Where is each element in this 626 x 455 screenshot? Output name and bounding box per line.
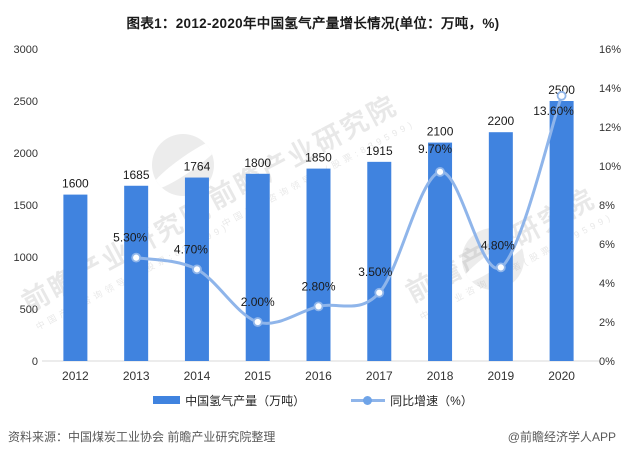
y-axis-tick-left: 1000: [14, 252, 38, 264]
y-axis-tick-right: 6%: [599, 239, 615, 251]
y-axis-tick-left: 2000: [14, 148, 38, 160]
bar-2017: [367, 161, 392, 361]
growth-value-label: 9.70%: [418, 142, 452, 156]
y-axis-tick-right: 12%: [599, 122, 621, 134]
y-axis-tick-right: 16%: [599, 44, 621, 56]
y-axis-tick-right: 0%: [599, 356, 615, 368]
bar-value-label: 1600: [62, 177, 89, 191]
bar-value-label: 1800: [244, 156, 271, 170]
credit-text: @前瞻经济学人APP: [507, 430, 616, 444]
source-text: 资料来源：中国煤炭工业协会 前瞻产业研究院整理: [8, 430, 276, 444]
growth-value-label: 2.00%: [241, 295, 275, 309]
bar-2020: [549, 101, 574, 361]
y-axis-tick-right: 4%: [599, 278, 615, 290]
x-axis-label: 2019: [487, 369, 514, 383]
line-point-2013: [131, 252, 142, 263]
y-axis-tick-left: 2500: [14, 96, 38, 108]
legend-label-production: 中国氢气产量（万吨）: [185, 393, 306, 408]
y-axis-tick-right: 14%: [599, 83, 621, 95]
line-point-2018: [435, 166, 445, 177]
growth-value-label: 5.30%: [113, 231, 147, 245]
bar-value-label: 1685: [123, 168, 150, 182]
line-point-2017: [374, 287, 385, 298]
bar-2013: [124, 185, 149, 361]
bar-value-label: 1915: [366, 144, 393, 158]
line-point-2015: [252, 317, 263, 327]
bar-2015: [245, 173, 270, 361]
growth-value-label: 4.70%: [174, 242, 208, 256]
bar-value-label: 2500: [548, 83, 575, 97]
line-point-2020: [556, 90, 567, 101]
chart-plot: 0 500 1000 1500 2000 2500 3000 0% 2% 4% 6% 8% 10% 12%…: [14, 44, 622, 383]
y-axis-tick-left: 1500: [14, 200, 38, 212]
x-axis-label: 2013: [123, 369, 150, 383]
y-axis-tick-right: 8%: [599, 200, 615, 212]
x-axis-label: 2018: [427, 369, 454, 383]
y-axis-tick-left: 0: [32, 356, 38, 368]
line-point-2019: [495, 262, 506, 273]
growth-value-label: 3.50%: [358, 265, 392, 279]
x-axis-label: 2012: [62, 369, 89, 383]
chart-title: 图表1：2012-2020年中国氢气产量增长情况(单位：万吨，%): [126, 16, 500, 31]
footer: 资料来源：中国煤炭工业协会 前瞻产业研究院整理 @前瞻经济学人APP: [0, 428, 626, 445]
y-axis-tick-right: 10%: [599, 161, 621, 173]
y-axis-tick-left: 3000: [14, 44, 38, 56]
bar-value-label: 1764: [184, 160, 211, 174]
bar-value-label: 2100: [427, 125, 454, 139]
line-series-swatch-icon: [351, 395, 386, 405]
growth-value-label: 13.60%: [533, 104, 574, 118]
legend-label-growth: 同比增速（%）: [390, 393, 473, 408]
bar-2012: [63, 194, 88, 361]
growth-value-label: 4.80%: [481, 238, 515, 252]
x-axis-label: 2020: [548, 369, 575, 383]
line-marker-icon: [363, 395, 373, 405]
bar-value-label: 2200: [487, 114, 514, 128]
chart-area: 前瞻产业研究院 中国产业咨询领导者(股票:839599) 前瞻产业研究院 中国产…: [0, 36, 626, 388]
growth-value-label: 2.80%: [301, 279, 335, 293]
y-axis-tick-right: 2%: [599, 317, 615, 329]
y-axis-tick-left: 500: [20, 304, 38, 316]
bar-2019: [488, 132, 513, 361]
legend-item-growth: 同比增速（%）: [351, 392, 473, 409]
bar-2016: [306, 168, 331, 361]
bar-value-label: 1850: [305, 151, 332, 165]
x-axis-label: 2016: [305, 369, 332, 383]
line-point-2014: [192, 264, 202, 275]
line-point-2016: [313, 301, 324, 312]
x-axis-label: 2015: [244, 369, 271, 383]
bar-series-swatch-icon: [153, 396, 181, 404]
legend: 中国氢气产量（万吨） 同比增速（%）: [0, 390, 626, 410]
x-axis-label: 2017: [366, 369, 393, 383]
x-axis-label: 2014: [184, 369, 211, 383]
legend-item-production: 中国氢气产量（万吨）: [153, 392, 305, 409]
